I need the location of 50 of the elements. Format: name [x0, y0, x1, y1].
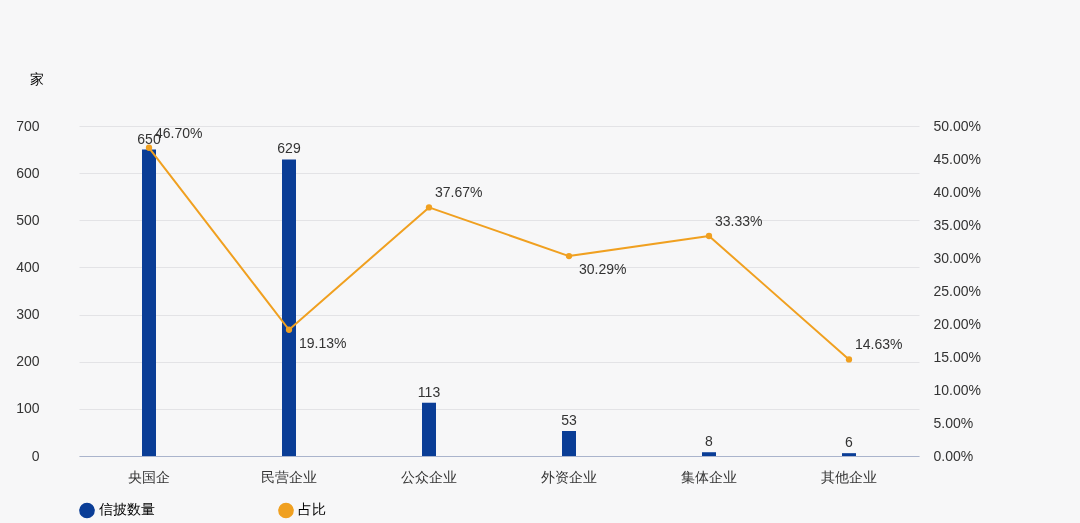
data-label: 19.13%	[299, 334, 347, 351]
data-label: 629	[277, 140, 301, 157]
data-label: 6	[845, 434, 854, 451]
y-tick-label: 600	[16, 164, 40, 181]
y-tick-label: 300	[16, 306, 40, 323]
y2-tick-label: 40.00%	[933, 183, 981, 200]
y2-tick-label: 10.00%	[933, 381, 981, 398]
bar	[142, 149, 156, 456]
y2-tick-label: 30.00%	[933, 249, 981, 266]
y-tick-label: 0	[31, 447, 40, 464]
y-axis-title: 家	[29, 70, 44, 87]
y2-tick-label: 15.00%	[933, 348, 981, 365]
data-label: 113	[417, 383, 441, 400]
bar	[422, 402, 436, 456]
x-tick-label: 其他企业	[821, 468, 877, 485]
bar	[842, 453, 856, 456]
x-tick-label: 外资企业	[541, 468, 597, 485]
data-label: 14.63%	[855, 336, 903, 353]
bar	[702, 452, 716, 456]
x-tick-label: 民营企业	[261, 468, 317, 485]
point	[845, 356, 853, 363]
point	[285, 326, 293, 333]
legend-label: 信披数量	[99, 501, 155, 518]
data-label: 37.67%	[435, 184, 483, 201]
y2-tick-label: 25.00%	[933, 282, 981, 299]
data-label: 8	[705, 433, 714, 450]
data-label: 33.33%	[715, 213, 763, 230]
data-label: 53	[561, 412, 577, 429]
point	[145, 144, 153, 151]
legend-label: 占比	[298, 501, 326, 518]
y2-tick-label: 45.00%	[933, 150, 981, 167]
bar	[282, 159, 296, 456]
y-tick-label: 700	[16, 117, 40, 134]
y2-tick-label: 5.00%	[933, 414, 974, 431]
y-tick-label: 400	[16, 258, 40, 275]
y2-tick-label: 35.00%	[933, 216, 981, 233]
y2-tick-label: 20.00%	[933, 315, 981, 332]
x-tick-label: 央国企	[128, 468, 170, 485]
data-label: 30.29%	[579, 261, 627, 278]
point	[565, 252, 573, 260]
y-tick-label: 200	[16, 353, 40, 370]
point	[425, 204, 433, 211]
y-tick-label: 500	[16, 211, 40, 228]
point	[705, 232, 713, 240]
x-tick-label: 公众企业	[401, 468, 457, 485]
bar	[562, 431, 576, 456]
y2-tick-label: 50.00%	[933, 117, 981, 134]
y-tick-label: 100	[16, 400, 40, 417]
y2-tick-label: 0.00%	[933, 447, 974, 464]
x-tick-label: 集体企业	[681, 468, 737, 485]
